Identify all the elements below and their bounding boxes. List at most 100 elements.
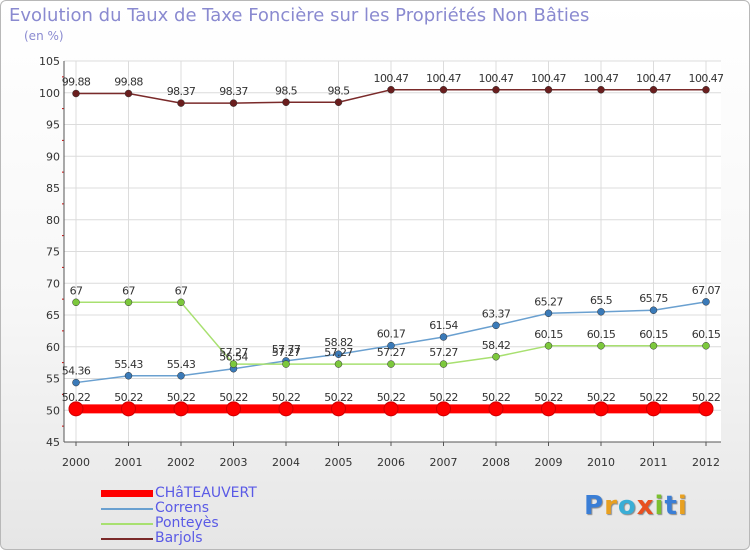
data-label-barjols: 99.88: [114, 76, 143, 89]
data-point-barjols: [597, 86, 605, 94]
data-label-pontey-s: 60.15: [639, 328, 668, 341]
data-point-ch-teauvert: [541, 401, 556, 417]
data-label-correns: 65.5: [590, 294, 613, 307]
legend-label: Ponteyès: [155, 515, 219, 531]
data-label-correns: 65.27: [534, 295, 563, 308]
legend-swatch: [101, 490, 153, 497]
logo-letter: o: [617, 491, 637, 521]
x-tick-label: 2002: [167, 456, 195, 469]
data-point-barjols: [387, 86, 395, 94]
logo-letter: i: [654, 491, 665, 521]
data-label-ch-teauvert: 50.22: [692, 391, 721, 404]
data-point-correns: [492, 321, 500, 330]
data-label-barjols: 100.47: [426, 72, 461, 85]
y-tick-label: 70: [46, 277, 60, 290]
data-point-correns: [649, 306, 658, 314]
data-point-barjols: [649, 86, 658, 94]
data-label-correns: 55.43: [167, 358, 196, 371]
data-label-pontey-s: 58.42: [482, 339, 511, 352]
x-tick-label: 2008: [482, 456, 510, 469]
data-label-pontey-s: 60.15: [534, 328, 563, 341]
data-point-pontey-s: [124, 298, 133, 307]
proxiti-logo: Proxiti: [584, 491, 688, 521]
x-tick-label: 2012: [692, 456, 720, 469]
data-label-correns: 58.82: [324, 336, 353, 349]
data-label-pontey-s: 57.27: [429, 346, 458, 359]
y-tick-label: 75: [46, 246, 60, 259]
data-label-pontey-s: 67: [122, 284, 135, 297]
data-label-correns: 55.43: [114, 358, 143, 371]
data-label-pontey-s: 57.27: [272, 346, 301, 359]
data-point-pontey-s: [544, 342, 553, 350]
data-label-correns: 67.07: [692, 284, 721, 297]
data-label-ch-teauvert: 50.22: [377, 391, 406, 404]
data-label-correns: 57.77: [272, 343, 301, 356]
data-point-ch-teauvert: [331, 401, 346, 417]
y-tick-label: 95: [46, 119, 60, 132]
data-label-ch-teauvert: 50.22: [429, 391, 458, 404]
data-label-barjols: 100.47: [689, 72, 724, 85]
data-label-barjols: 98.5: [275, 84, 298, 97]
data-point-correns: [177, 372, 185, 380]
data-point-pontey-s: [334, 360, 343, 368]
data-label-barjols: 100.47: [479, 72, 514, 85]
data-point-ch-teauvert: [488, 401, 504, 417]
data-point-ch-teauvert: [278, 401, 294, 417]
data-point-pontey-s: [177, 298, 185, 307]
y-tick-label: 80: [46, 214, 60, 227]
data-point-barjols: [439, 86, 448, 94]
data-point-pontey-s: [72, 298, 80, 307]
data-point-ch-teauvert: [646, 401, 661, 417]
data-point-correns: [544, 309, 553, 318]
legend-swatch: [101, 523, 153, 525]
legend-label: Barjols: [155, 530, 203, 546]
x-tick-label: 2000: [62, 456, 90, 469]
data-label-ch-teauvert: 50.22: [62, 391, 91, 404]
data-point-pontey-s: [439, 360, 448, 368]
legend-swatch: [101, 508, 153, 510]
x-tick-label: 2010: [587, 456, 615, 469]
logo-letter: P: [584, 491, 605, 521]
data-label-ch-teauvert: 50.22: [639, 391, 668, 404]
data-point-correns: [597, 308, 605, 316]
logo-letter: x: [636, 491, 655, 521]
data-label-pontey-s: 67: [175, 284, 188, 297]
y-tick-label: 100: [39, 87, 60, 100]
data-point-pontey-s: [282, 360, 290, 368]
data-point-ch-teauvert: [68, 401, 84, 417]
data-label-barjols: 100.47: [374, 72, 409, 85]
data-point-barjols: [492, 86, 500, 94]
data-point-ch-teauvert: [698, 401, 714, 417]
data-point-correns: [702, 298, 710, 306]
data-label-ch-teauvert: 50.22: [167, 391, 196, 404]
data-point-pontey-s: [702, 342, 710, 350]
data-point-barjols: [334, 98, 343, 107]
data-point-correns: [439, 333, 448, 341]
data-point-correns: [387, 341, 395, 350]
y-tick-label: 50: [46, 404, 60, 417]
x-tick-label: 2007: [430, 456, 458, 469]
data-point-ch-teauvert: [226, 401, 241, 417]
data-point-pontey-s: [649, 342, 658, 350]
data-label-barjols: 100.47: [531, 72, 566, 85]
data-label-correns: 54.36: [62, 365, 91, 378]
x-tick-label: 2011: [640, 456, 668, 469]
y-tick-label: 85: [46, 182, 60, 195]
data-label-ch-teauvert: 50.22: [587, 391, 616, 404]
y-tick-label: 45: [46, 436, 60, 449]
data-point-ch-teauvert: [593, 401, 609, 417]
data-label-pontey-s: 57.27: [219, 346, 248, 359]
data-point-barjols: [72, 89, 80, 98]
x-tick-label: 2003: [220, 456, 248, 469]
data-label-ch-teauvert: 50.22: [219, 391, 248, 404]
chart-unit-label: (en %): [24, 29, 64, 43]
logo-letter: t: [664, 491, 678, 521]
data-label-pontey-s: 57.27: [324, 346, 353, 359]
y-tick-label: 90: [46, 150, 60, 163]
x-tick-label: 2006: [377, 456, 405, 469]
data-label-ch-teauvert: 50.22: [324, 391, 353, 404]
data-point-ch-teauvert: [121, 401, 136, 417]
data-label-correns: 65.75: [639, 292, 668, 305]
data-point-barjols: [702, 86, 710, 94]
data-point-correns: [334, 350, 343, 358]
